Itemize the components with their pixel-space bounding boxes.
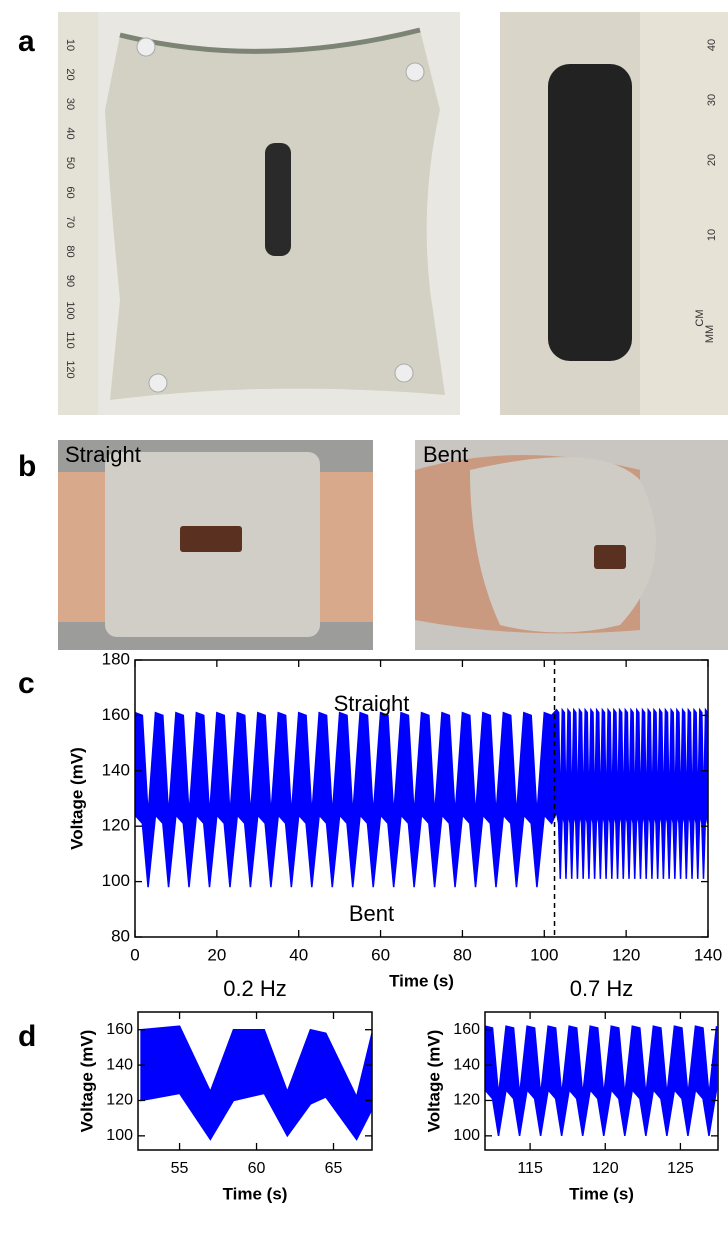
x-tick-label: 60	[371, 945, 390, 964]
y-tick-label: 120	[102, 816, 130, 835]
x-tick-label: 65	[325, 1160, 343, 1177]
y-axis-label: Voltage (mV)	[77, 1030, 96, 1133]
ruler-label: 40	[706, 39, 718, 51]
ruler-label: 90	[64, 275, 76, 287]
x-tick-label: 115	[517, 1160, 543, 1177]
ruler-label: 30	[706, 94, 718, 106]
x-tick-label: 0	[130, 945, 139, 964]
photo-bent	[415, 440, 728, 650]
panel-label: c	[18, 667, 35, 700]
x-axis-label: Time (s)	[389, 971, 454, 990]
x-axis-label: Time (s)	[223, 1184, 288, 1203]
ruler-label: 110	[64, 331, 76, 349]
annotation: Bent	[349, 901, 394, 926]
y-tick-label: 100	[102, 871, 130, 890]
y-tick-label: 100	[106, 1127, 133, 1144]
x-tick-label: 40	[289, 945, 308, 964]
y-tick-label: 140	[453, 1056, 480, 1073]
ruler-label: 120	[64, 360, 76, 378]
ruler-label: 100	[64, 301, 76, 319]
y-tick-label: 120	[453, 1092, 480, 1109]
signal-band	[135, 710, 708, 887]
x-tick-label: 20	[207, 945, 226, 964]
photo-caption: Straight	[65, 442, 141, 467]
ruler-label: 80	[64, 245, 76, 257]
page: Straight Bent a b c d 10 20 30 40 50 60 70 80 90…	[0, 0, 728, 1250]
ruler-label: CM	[694, 309, 706, 326]
x-tick-label: 140	[694, 945, 722, 964]
ruler-label: 30	[64, 98, 76, 110]
panel-label: b	[18, 450, 36, 483]
x-tick-label: 120	[592, 1160, 619, 1177]
y-tick-label: 80	[111, 926, 130, 945]
signal-band	[485, 1026, 716, 1136]
x-tick-label: 120	[612, 945, 640, 964]
panel-label: d	[18, 1020, 36, 1053]
photo-straight	[58, 440, 373, 650]
photo-caption: Bent	[423, 442, 468, 467]
chart-title: 0.2 Hz	[223, 976, 287, 1001]
y-axis-label: Voltage (mV)	[67, 747, 86, 850]
chart-title: 0.7 Hz	[570, 976, 634, 1001]
ruler-label: 10	[64, 39, 76, 51]
x-tick-label: 60	[248, 1160, 266, 1177]
ruler-label: 10	[706, 229, 718, 241]
y-tick-label: 140	[102, 760, 130, 779]
y-tick-label: 160	[102, 705, 130, 724]
ruler-label: 50	[64, 157, 76, 169]
ruler-label: 60	[64, 186, 76, 198]
y-tick-label: 100	[453, 1127, 480, 1144]
y-tick-label: 140	[106, 1056, 133, 1073]
figure: Straight Bent a b c d 10 20 30 40 50 60 70 80 90…	[0, 0, 728, 1250]
x-tick-label: 80	[453, 945, 472, 964]
signal-band	[141, 1026, 372, 1139]
x-tick-label: 125	[667, 1160, 694, 1177]
y-tick-label: 160	[453, 1021, 480, 1038]
ruler-label: 20	[64, 68, 76, 80]
ruler-label: 40	[64, 127, 76, 139]
photo-garment	[58, 12, 460, 415]
ruler-label: 20	[706, 154, 718, 166]
x-axis-label: Time (s)	[569, 1184, 634, 1203]
y-tick-label: 120	[106, 1092, 133, 1109]
y-axis-label: Voltage (mV)	[424, 1030, 443, 1133]
x-tick-label: 55	[171, 1160, 189, 1177]
annotation: Straight	[334, 691, 410, 716]
photo-closeup	[500, 12, 728, 415]
ruler-label: 70	[64, 216, 76, 228]
panel-label: a	[18, 25, 35, 58]
y-tick-label: 160	[106, 1021, 133, 1038]
ruler-label: MM	[704, 325, 716, 343]
x-tick-label: 100	[530, 945, 558, 964]
y-tick-label: 180	[102, 649, 130, 668]
